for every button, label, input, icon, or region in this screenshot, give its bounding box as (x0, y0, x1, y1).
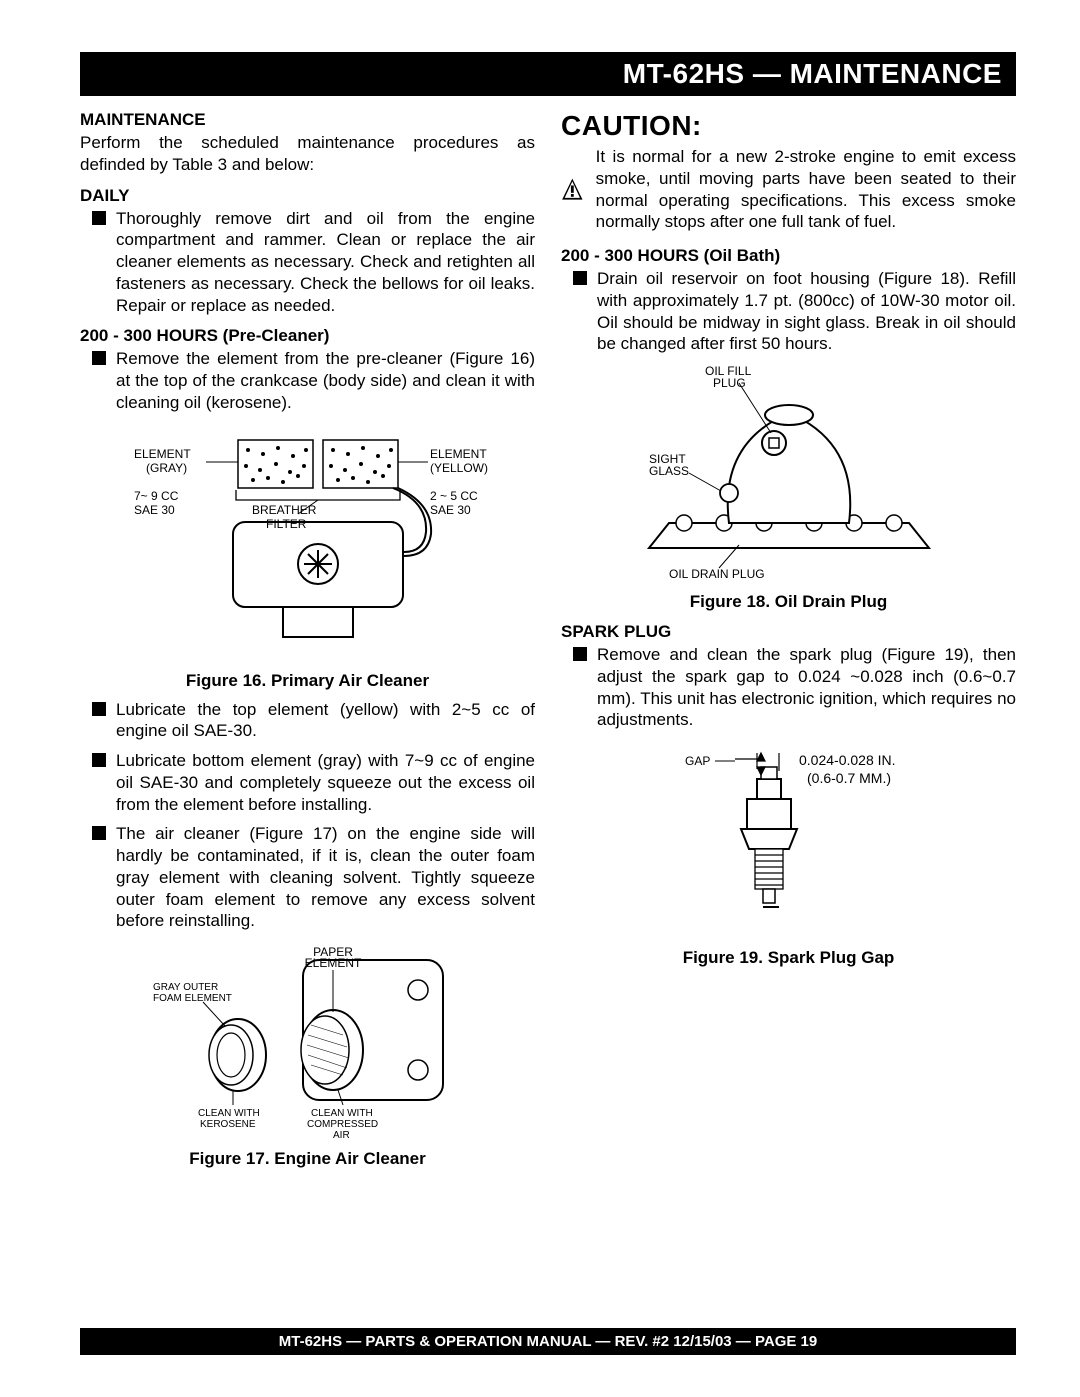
figure-16-svg: ELEMENT(GRAY) 7~ 9 CCSAE 30 BREATHERFILT… (128, 422, 488, 662)
fig19-label-gap: GAP (685, 754, 710, 768)
oilbath-text: Drain oil reservoir on foot housing (Fig… (597, 268, 1016, 355)
figure-19-svg: GAP 0.024-0.028 IN. (0.6-0.7 MM.) (639, 739, 939, 939)
figure-18-svg: OIL FILLPLUG SIGHTGLASS OIL DRAIN PLUG (609, 363, 969, 583)
figure-18: OIL FILLPLUG SIGHTGLASS OIL DRAIN PLUG (561, 363, 1016, 588)
figure-19-caption: Figure 19. Spark Plug Gap (561, 948, 1016, 968)
bullet-square (92, 211, 106, 225)
right-column: CAUTION: It is normal for a new 2-stroke… (561, 110, 1016, 1177)
figure-17: PAPERELEMENT GRAY OUTERFOAM ELEMENT CLEA… (80, 940, 535, 1145)
daily-heading: DAILY (80, 186, 535, 206)
fig18-label-oilfill: OIL FILLPLUG (705, 364, 752, 390)
fig19-label-dim2: (0.6-0.7 MM.) (807, 770, 891, 786)
aircleaner-bullet: The air cleaner (Figure 17) on the engin… (80, 823, 535, 932)
lub-bottom-bullet: Lubricate bottom element (gray) with 7~9… (80, 750, 535, 815)
caution-row: It is normal for a new 2-stroke engine t… (561, 146, 1016, 234)
fig17-label-paper: PAPERELEMENT (304, 945, 361, 970)
bullet-square (573, 271, 587, 285)
figure-16: ELEMENT(GRAY) 7~ 9 CCSAE 30 BREATHERFILT… (80, 422, 535, 667)
fig17-label-grayouter: GRAY OUTERFOAM ELEMENT (153, 982, 232, 1004)
daily-bullet-text: Thoroughly remove dirt and oil from the … (116, 208, 535, 317)
fig18-label-sight: SIGHTGLASS (649, 452, 689, 478)
fig18-label-oildrain: OIL DRAIN PLUG (669, 567, 765, 581)
figure-19: GAP 0.024-0.028 IN. (0.6-0.7 MM.) (561, 739, 1016, 944)
lub-top-bullet: Lubricate the top element (yellow) with … (80, 699, 535, 743)
figure-17-caption: Figure 17. Engine Air Cleaner (80, 1149, 535, 1169)
left-column: MAINTENANCE Perform the scheduled mainte… (80, 110, 535, 1177)
daily-bullet: Thoroughly remove dirt and oil from the … (80, 208, 535, 317)
fig16-label-cc25: 2 ~ 5 CCSAE 30 (430, 489, 478, 517)
maintenance-paragraph: Perform the scheduled maintenance proced… (80, 132, 535, 176)
fig16-label-cc79: 7~ 9 CCSAE 30 (134, 489, 179, 517)
bullet-square (92, 351, 106, 365)
lub-bottom-text: Lubricate bottom element (gray) with 7~9… (116, 750, 535, 815)
spark-heading: SPARK PLUG (561, 622, 1016, 642)
precleaner-heading: 200 - 300 HOURS (Pre-Cleaner) (80, 326, 535, 346)
bullet-square (573, 647, 587, 661)
oilbath-heading: 200 - 300 HOURS (Oil Bath) (561, 246, 1016, 266)
figure-18-caption: Figure 18. Oil Drain Plug (561, 592, 1016, 612)
warning-triangle-icon (561, 146, 584, 234)
caution-text: It is normal for a new 2-stroke engine t… (596, 146, 1016, 233)
bullet-square (92, 753, 106, 767)
footer-bar: MT-62HS — PARTS & OPERATION MANUAL — REV… (80, 1328, 1016, 1355)
fig17-label-cleankero: CLEAN WITHKEROSENE (198, 1108, 260, 1130)
lub-top-text: Lubricate the top element (yellow) with … (116, 699, 535, 743)
bullet-square (92, 826, 106, 840)
title-bar: MT-62HS — MAINTENANCE (80, 52, 1016, 96)
aircleaner-text: The air cleaner (Figure 17) on the engin… (116, 823, 535, 932)
spark-bullet: Remove and clean the spark plug (Figure … (561, 644, 1016, 731)
fig16-label-element-gray: ELEMENT(GRAY) (134, 447, 191, 475)
caution-heading: CAUTION: (561, 110, 1016, 142)
fig16-label-element-yellow: ELEMENT(YELLOW) (430, 447, 488, 475)
figure-16-caption: Figure 16. Primary Air Cleaner (80, 671, 535, 691)
figure-17-svg: PAPERELEMENT GRAY OUTERFOAM ELEMENT CLEA… (143, 940, 473, 1140)
spark-text: Remove and clean the spark plug (Figure … (597, 644, 1016, 731)
precleaner-bullet: Remove the element from the pre-cleaner … (80, 348, 535, 413)
oilbath-bullet: Drain oil reservoir on foot housing (Fig… (561, 268, 1016, 355)
bullet-square (92, 702, 106, 716)
content-columns: MAINTENANCE Perform the scheduled mainte… (80, 110, 1016, 1177)
fig19-label-dim1: 0.024-0.028 IN. (799, 752, 896, 768)
precleaner-bullet-text: Remove the element from the pre-cleaner … (116, 348, 535, 413)
fig17-label-cleanair: CLEAN WITHCOMPRESSEDAIR (307, 1108, 378, 1140)
maintenance-heading: MAINTENANCE (80, 110, 535, 130)
